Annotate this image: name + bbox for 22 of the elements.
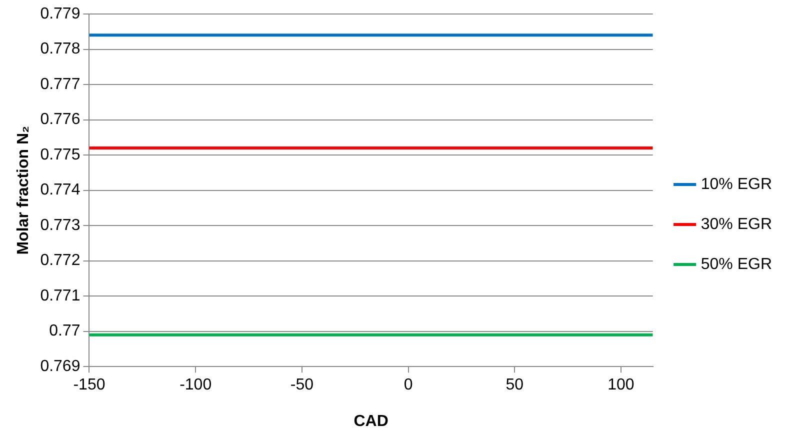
y-tick-label: 0.775 (40, 146, 80, 164)
y-tick-label: 0.778 (40, 40, 80, 58)
y-tick-label: 0.776 (40, 111, 80, 128)
x-tick-label: -100 (180, 376, 212, 394)
x-tick-label: 50 (506, 376, 524, 394)
x-tick-label: 0 (404, 376, 413, 394)
y-axis-title: Molar fraction N₂ (15, 126, 32, 255)
x-axis-title: CAD (354, 412, 388, 430)
x-tick-label: 100 (608, 376, 634, 394)
y-tick-label: 0.77 (49, 322, 80, 340)
y-tick-label: 0.774 (40, 182, 80, 199)
x-tick-label: -50 (290, 376, 314, 394)
y-tick-label: 0.773 (40, 216, 80, 234)
y-tick-label: 0.771 (40, 287, 80, 304)
legend-label: 30% EGR (700, 216, 772, 233)
x-tick-label: -150 (73, 376, 106, 394)
y-tick-label: 0.769 (40, 358, 80, 376)
y-tick-label: 0.777 (40, 76, 80, 93)
legend-label: 50% EGR (700, 256, 772, 273)
y-tick-label: 0.779 (40, 5, 80, 22)
legend-label: 10% EGR (700, 176, 772, 193)
y-tick-label: 0.772 (40, 252, 80, 270)
